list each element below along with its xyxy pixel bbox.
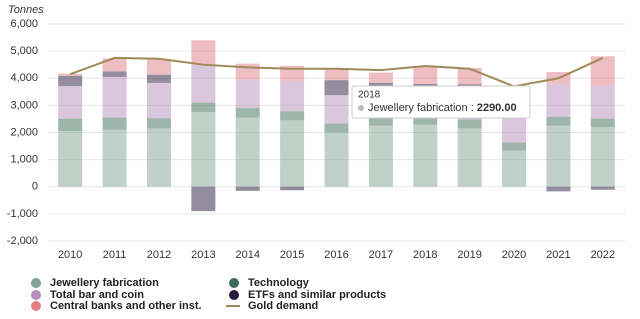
legend-swatch: [31, 301, 41, 311]
bar: [146, 58, 171, 75]
bar: [191, 40, 216, 65]
bar: [280, 186, 305, 191]
bar: [502, 118, 527, 143]
bar: [280, 111, 305, 121]
bar: [502, 142, 527, 151]
bar: [280, 120, 305, 187]
x-tick-label: 2010: [58, 249, 82, 261]
bar: [191, 112, 216, 187]
legend-swatch: [229, 290, 239, 300]
tooltip-title: 2018: [358, 90, 381, 101]
bar: [102, 71, 127, 77]
x-tick-label: 2015: [280, 249, 304, 261]
y-tick-label: 6,000: [10, 18, 38, 30]
bar: [58, 75, 83, 87]
bar: [457, 128, 482, 187]
x-tick-label: 2018: [413, 249, 437, 261]
x-tick-label: 2014: [235, 249, 259, 261]
bar: [102, 117, 127, 130]
bar: [502, 150, 527, 187]
bar: [102, 58, 127, 72]
bar: [590, 186, 615, 190]
bar: [235, 79, 260, 109]
x-tick-label: 2011: [103, 249, 127, 261]
x-tick-label: 2020: [502, 249, 526, 261]
legend-swatch: [229, 278, 239, 288]
bar: [146, 82, 171, 119]
bar: [546, 186, 571, 192]
bar: [58, 118, 83, 132]
x-tick-label: 2012: [147, 249, 171, 261]
bar: [280, 81, 305, 112]
bar: [413, 66, 438, 84]
legend-swatch: [31, 290, 41, 300]
y-tick-label: 3,000: [10, 99, 38, 111]
tooltip-value: 2290.00: [477, 102, 517, 114]
x-tick-label: 2021: [546, 249, 570, 261]
bar: [324, 69, 349, 81]
x-tick-label: 2013: [191, 249, 215, 261]
bar: [191, 102, 216, 113]
x-tick-label: 2019: [457, 249, 481, 261]
x-tick-label: 2016: [324, 249, 348, 261]
legend-label: Gold demand: [248, 300, 318, 312]
bar: [590, 118, 615, 128]
bar: [324, 132, 349, 187]
legend-label: Technology: [248, 277, 310, 289]
bar: [368, 72, 393, 83]
y-tick-label: -1,000: [7, 208, 38, 220]
x-tick-label: 2022: [591, 249, 615, 261]
tooltip-text: Jewellery fabrication : 2290.00: [368, 102, 517, 114]
bar: [58, 131, 83, 187]
y-tick-label: -2,000: [7, 235, 38, 247]
y-tick-label: 1,000: [10, 154, 38, 166]
bar: [146, 128, 171, 187]
bar: [413, 124, 438, 187]
y-axis-label: Tonnes: [8, 4, 44, 16]
bar: [457, 67, 482, 85]
bar: [590, 127, 615, 187]
bar: [58, 73, 83, 76]
bar: [457, 119, 482, 129]
bar: [102, 129, 127, 187]
tooltip-label: Jewellery fabrication :: [368, 102, 477, 114]
x-tick-label: 2017: [369, 249, 393, 261]
legend-label: Jewellery fabrication: [50, 277, 159, 289]
bar: [368, 116, 393, 126]
legend-label: Total bar and coin: [50, 289, 144, 301]
bar: [191, 186, 216, 212]
bar: [413, 115, 438, 125]
bar: [102, 76, 127, 118]
bar: [146, 74, 171, 83]
y-tick-label: 2,000: [10, 126, 38, 138]
y-tick-label: 4,000: [10, 72, 38, 84]
bar: [235, 117, 260, 187]
bar: [413, 83, 438, 86]
bar: [235, 108, 260, 118]
bar: [546, 84, 571, 117]
bar: [146, 118, 171, 129]
bar: [546, 125, 571, 187]
legend-label: Central banks and other inst.: [50, 300, 202, 312]
bar: [191, 64, 216, 103]
y-tick-label: 0: [32, 181, 38, 193]
bar: [324, 95, 349, 124]
tooltip-box: [351, 85, 531, 119]
y-tick-label: 5,000: [10, 45, 38, 57]
bar: [324, 80, 349, 96]
legend-label: ETFs and similar products: [248, 289, 386, 301]
legend-swatch: [31, 278, 41, 288]
bar: [546, 116, 571, 126]
bar: [590, 85, 615, 119]
bar: [324, 123, 349, 133]
bar: [368, 125, 393, 187]
bar: [235, 186, 260, 191]
tooltip-dot: [358, 105, 364, 111]
bar: [58, 86, 83, 119]
